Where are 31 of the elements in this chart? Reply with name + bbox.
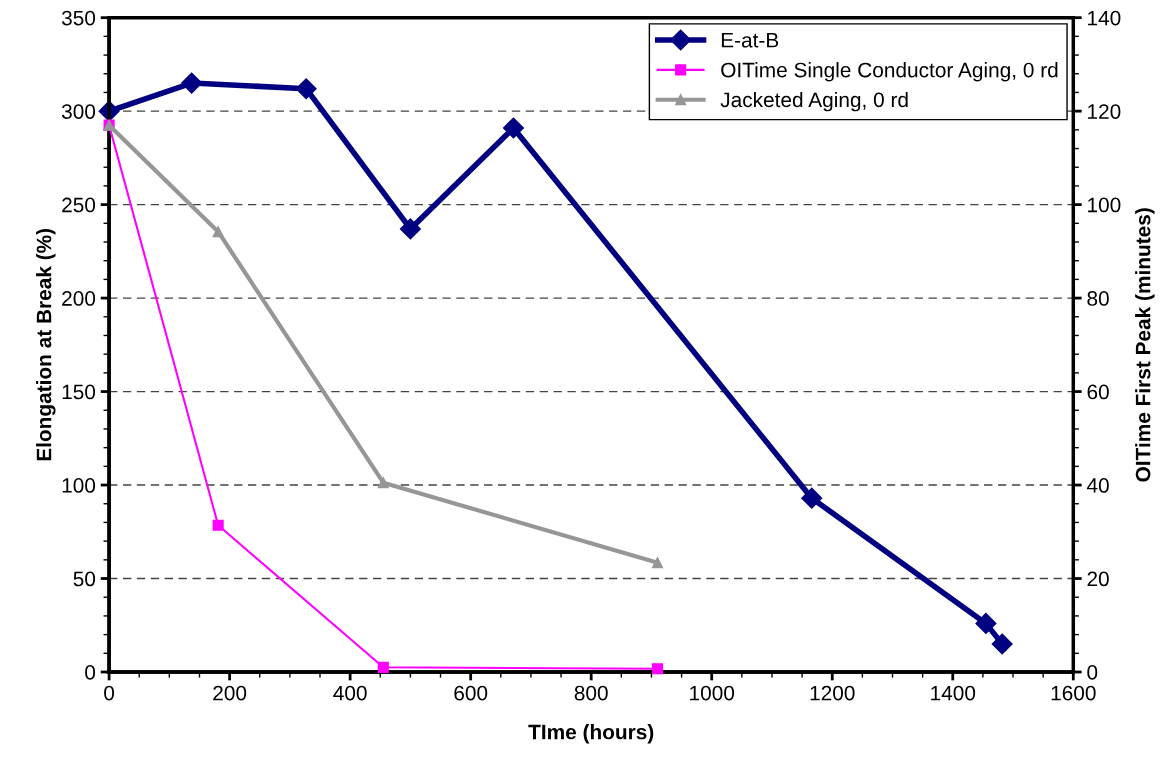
x-tick-label: 200 xyxy=(213,685,247,701)
y-tick-label: 300 xyxy=(61,104,96,119)
x-tick-label: 0 xyxy=(104,685,115,701)
x-tick-label: 400 xyxy=(333,685,367,701)
y2-tick-label: 80 xyxy=(1087,291,1109,306)
y-tick-label: 200 xyxy=(62,291,96,306)
x-tick-label: 1600 xyxy=(1051,685,1096,701)
y2-axis-title: OITime First Peak (minutes) xyxy=(1135,208,1155,482)
legend-label: E-at-B xyxy=(721,33,779,48)
y2-tick-label: 20 xyxy=(1087,571,1109,587)
y-tick-label: 100 xyxy=(62,478,96,493)
y2-tick-label: 60 xyxy=(1087,384,1109,400)
y2-tick-label: 120 xyxy=(1088,104,1121,119)
y2-tick-label: 140 xyxy=(1088,10,1121,26)
y-tick-label: 50 xyxy=(73,571,96,587)
x-tick-label: 600 xyxy=(454,685,488,701)
x-tick-label: 1000 xyxy=(690,685,735,701)
legend-label: Jacketed Aging, 0 rd xyxy=(720,91,908,112)
y-tick-label: 350 xyxy=(61,10,96,26)
x-tick-label: 800 xyxy=(574,685,608,701)
legend-label: OITime Single Conductor Aging, 0 rd xyxy=(721,62,1058,82)
x-axis-title: TIme (hours) xyxy=(528,724,654,744)
y2-tick-label: 40 xyxy=(1086,478,1109,493)
y2-tick-label: 0 xyxy=(1087,665,1098,680)
y-tick-label: 250 xyxy=(62,197,96,213)
x-tick-label: 1400 xyxy=(931,685,976,701)
y-tick-label: 150 xyxy=(62,384,96,400)
y-tick-label: 0 xyxy=(85,665,96,680)
y2-tick-label: 100 xyxy=(1088,197,1121,213)
x-tick-label: 1200 xyxy=(810,685,855,701)
y-axis-title: Elongation at Break (%) xyxy=(36,228,56,461)
